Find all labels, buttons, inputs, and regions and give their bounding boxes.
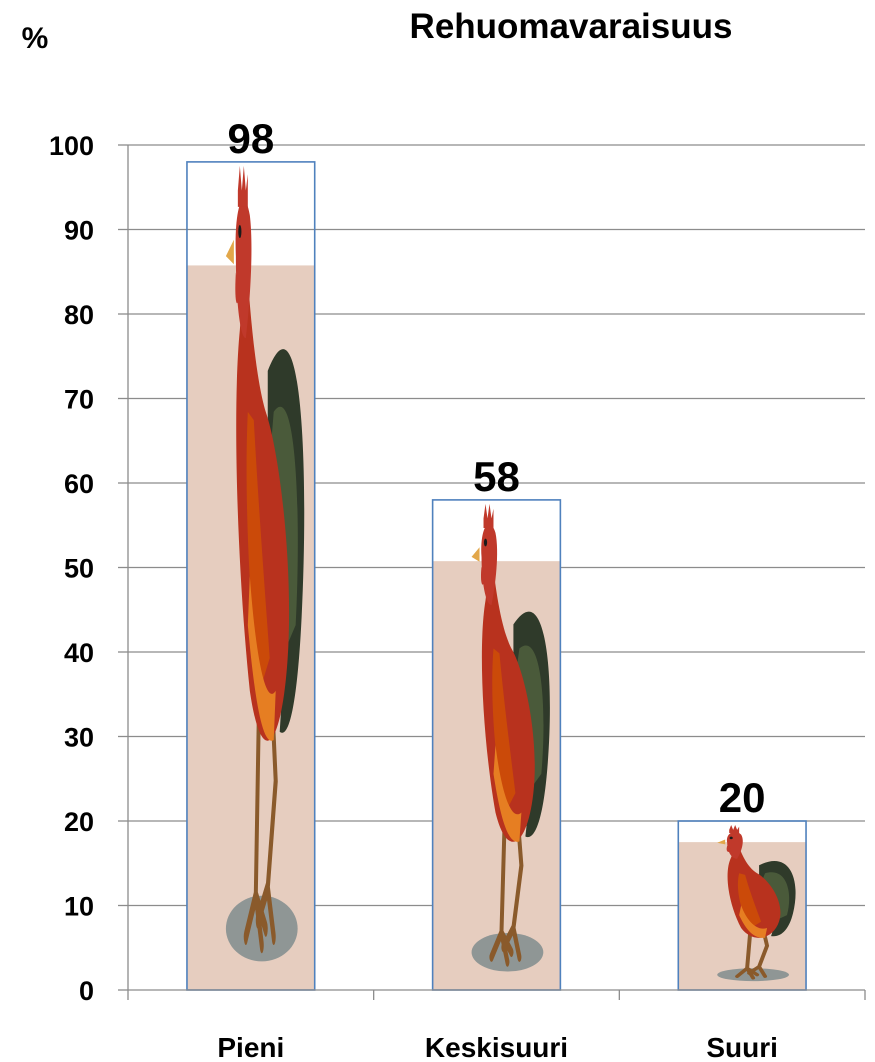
y-tick-label: 60 [64,469,94,499]
data-label: 98 [227,115,274,162]
bars: 98 58 20 [186,115,807,991]
x-tick-label: Suuri [706,1032,778,1062]
y-tick-labels: 0 10 20 30 40 50 60 70 80 90 100 [49,131,94,1006]
y-tick-label: 30 [64,723,94,753]
x-axis [127,989,866,1000]
bar-group: 20 [677,774,807,991]
y-axis-label: % [22,22,49,55]
x-tick-labels: Pieni Keskisuuri Suuri [217,1032,778,1062]
y-tick-label: 50 [64,554,94,584]
y-tick-label: 70 [64,385,94,415]
bar-group: 58 [431,453,562,991]
y-tick-label: 40 [64,638,94,668]
bar-group: 98 [186,115,316,991]
y-tick-label: 0 [79,976,94,1006]
y-tick-label: 90 [64,216,94,246]
data-label: 58 [473,453,520,500]
y-tick-label: 100 [49,131,94,161]
chart-title: Rehuomavaraisuus [410,7,733,46]
y-tick-label: 10 [64,892,94,922]
y-tick-label: 20 [64,807,94,837]
data-label: 20 [719,774,766,821]
x-tick-label: Keskisuuri [425,1032,568,1062]
x-tick-label: Pieni [217,1032,284,1062]
y-tick-label: 80 [64,300,94,330]
